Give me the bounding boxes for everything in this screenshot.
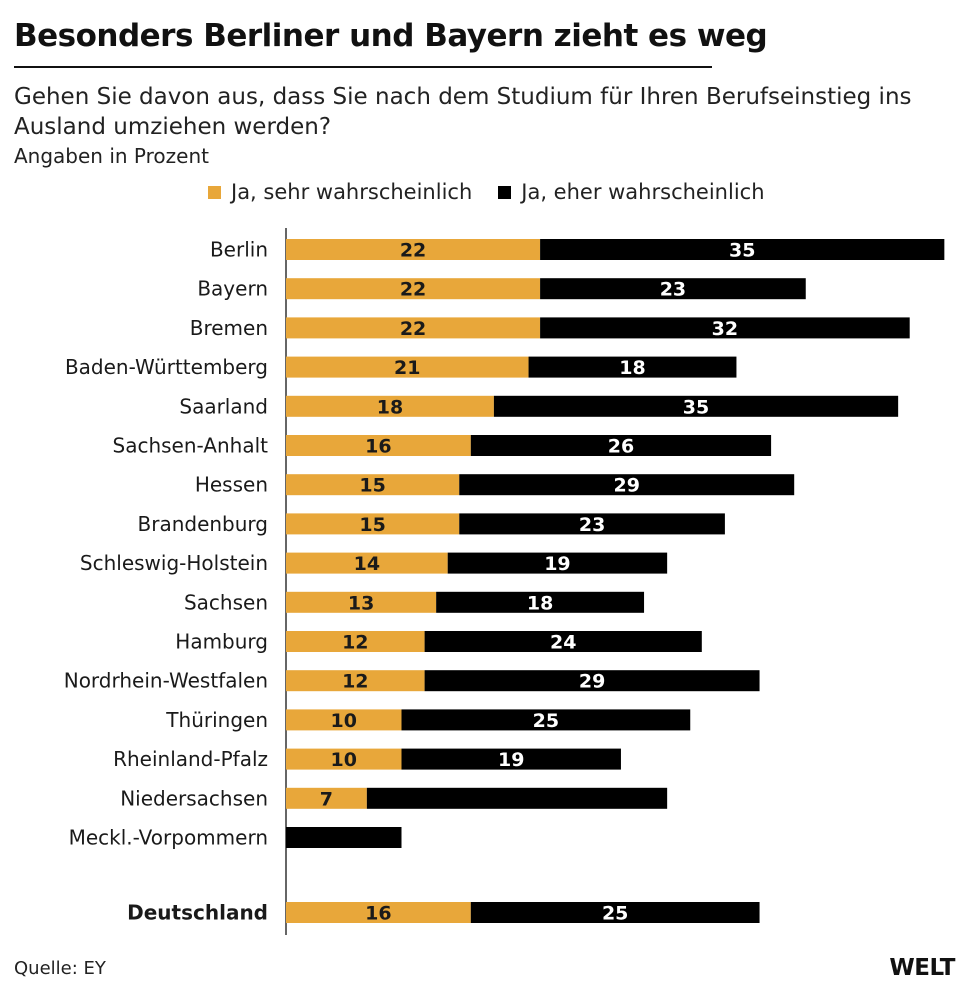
bar-segment [286,748,402,770]
data-label: 35 [683,396,709,418]
bar-segment [286,435,471,456]
bar-segment [540,278,806,300]
bar-segment [286,591,437,613]
data-label: 24 [550,632,576,654]
data-label: 16 [365,436,391,458]
bar-segment [286,670,425,692]
legend-item-eher: Ja, eher wahrscheinlich [498,180,765,204]
bar-segment [470,902,760,923]
bar-segment [401,748,621,770]
category-label: Brandenburg [138,512,269,536]
bar-segment [286,902,471,923]
data-label: 12 [342,671,368,693]
category-label: Deutschland [127,901,268,925]
category-label: Hamburg [175,630,268,654]
category-label: Sachsen-Anhalt [113,434,269,458]
bar-segment [540,317,910,339]
category-label: Rheinland-Pfalz [113,747,268,771]
units-note: Angaben in Prozent [14,144,209,168]
bar-segment [286,278,541,300]
chart-subtitle: Gehen Sie davon aus, dass Sie nach dem S… [14,84,912,140]
bar-segment [540,239,945,260]
data-label: 25 [533,710,559,732]
data-label: 32 [712,318,738,340]
data-label: 26 [608,436,634,458]
legend: Ja, sehr wahrscheinlich Ja, eher wahrsch… [208,180,791,204]
legend-item-sehr: Ja, sehr wahrscheinlich [208,180,472,204]
bar-segment [286,239,541,260]
data-label: 16 [365,903,391,925]
bar-segment [286,787,367,809]
title-underline [14,66,712,68]
bar-segment [447,552,668,574]
data-label: 15 [359,475,385,497]
bar-segment [470,435,772,456]
category-label: Niedersachsen [120,786,268,810]
data-label: 22 [400,279,426,301]
data-label: 23 [579,514,605,536]
data-label: 18 [377,396,403,418]
source-note: Quelle: EY [14,958,106,979]
data-label: 29 [613,475,639,497]
data-label: 10 [331,710,357,732]
chart-title: Besonders Berliner und Bayern zieht es w… [14,18,768,54]
data-label: 13 [348,592,374,614]
bar-segment [286,709,402,731]
data-label: 22 [400,318,426,340]
data-label: 23 [660,279,686,301]
data-label: 7 [320,788,333,810]
data-label: 18 [619,357,645,379]
bar-segment [424,670,760,692]
bar-segment [286,827,402,848]
bar-segment [286,631,425,652]
category-label: Hessen [195,473,268,497]
bar-segment [286,356,529,378]
bar-segment [459,513,725,535]
data-label: 14 [354,553,380,575]
category-label: Sachsen [184,590,268,614]
category-label: Thüringen [165,708,268,732]
data-label: 12 [342,632,368,654]
legend-swatch-orange [208,185,221,199]
legend-label-sehr: Ja, sehr wahrscheinlich [231,180,473,204]
legend-swatch-black [498,185,512,199]
bar-segment [286,552,448,574]
category-label: Berlin [210,238,268,262]
bar-segment [286,317,541,339]
bar-segment [424,631,702,652]
category-label: Bayern [197,277,268,301]
data-label: 21 [394,357,420,379]
data-label: 15 [359,514,385,536]
bar-segment [459,474,795,496]
bar-segment [286,395,494,417]
category-label: Baden-Württemberg [65,355,268,379]
legend-label-eher: Ja, eher wahrscheinlich [521,180,765,204]
data-label: 22 [400,240,426,262]
bar-segment [366,787,668,809]
data-label: 19 [544,553,570,575]
category-label: Meckl.-Vorpommern [69,826,268,850]
bar-segment [493,395,899,417]
data-label: 19 [498,749,524,771]
data-label: 18 [527,592,553,614]
bar-segment [286,513,460,535]
category-label: Bremen [190,316,268,340]
data-label: 35 [729,240,755,262]
welt-logo: WELT [889,955,955,981]
category-label: Nordrhein-Westfalen [64,669,268,693]
data-label: 29 [579,671,605,693]
category-label: Schleswig-Holstein [80,551,268,575]
bar-segment [528,356,737,378]
bar-segment [436,591,645,613]
data-label: 25 [602,903,628,925]
bar-segment [401,709,691,731]
bar-segment [286,474,460,496]
category-label: Saarland [179,394,268,418]
data-label: 10 [331,749,357,771]
